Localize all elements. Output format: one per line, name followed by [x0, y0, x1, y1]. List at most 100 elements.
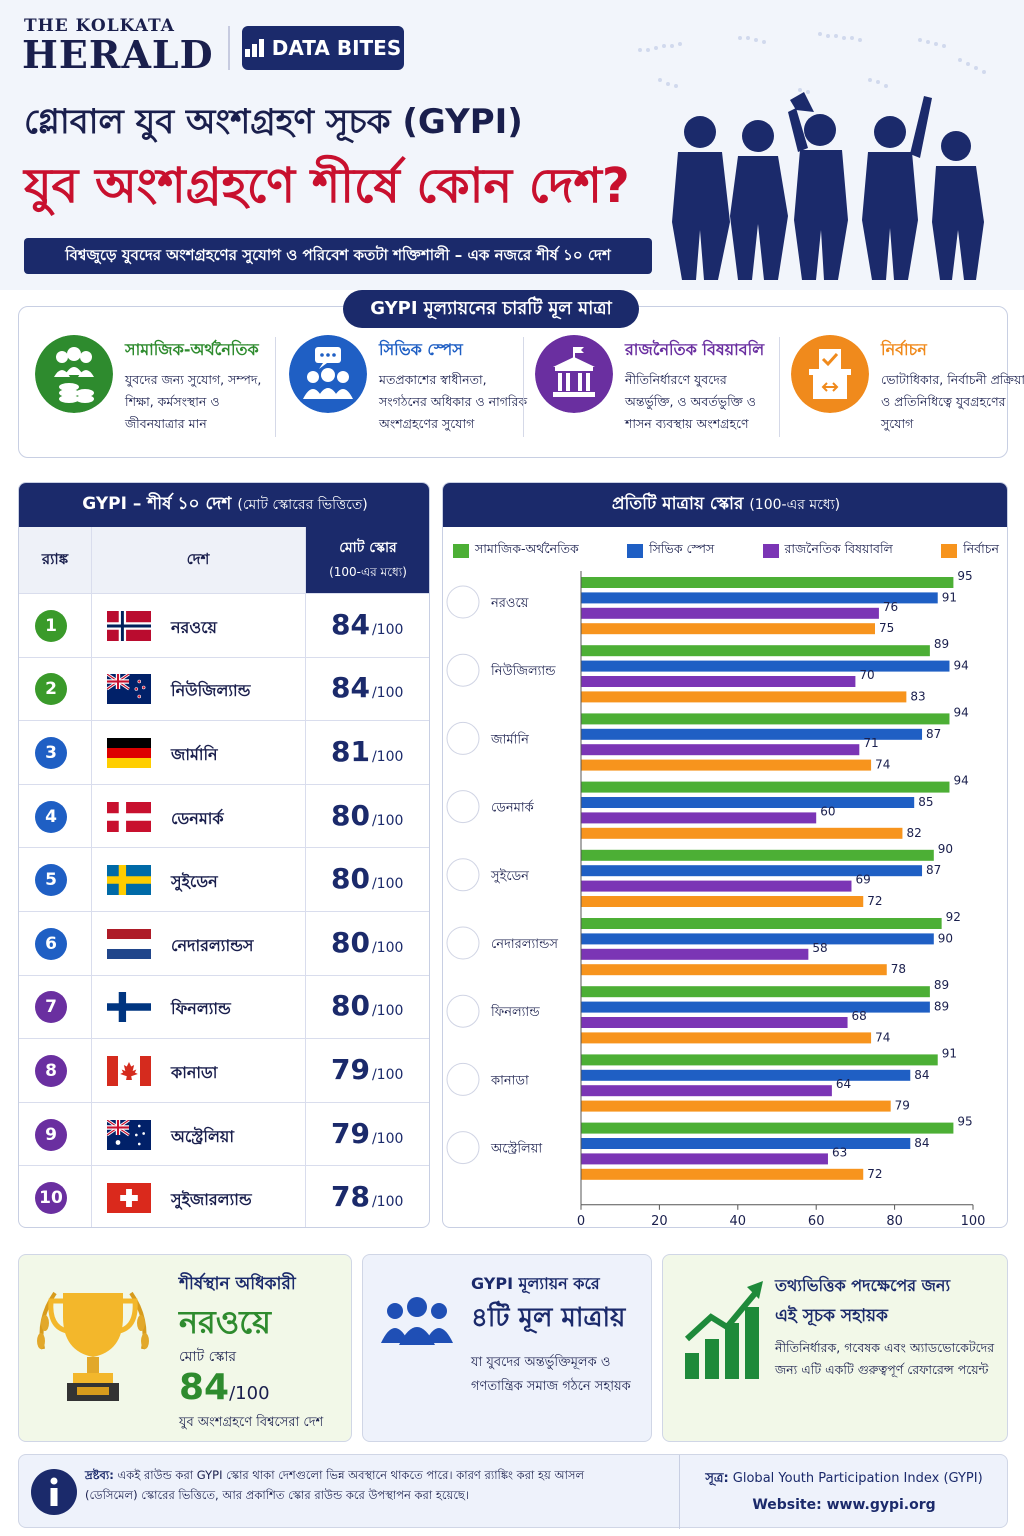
legend-item: নির্বাচন	[941, 541, 999, 561]
bar-value-label: 60	[820, 804, 835, 818]
x-tick-label: 0	[577, 1214, 585, 1228]
bar	[581, 607, 879, 619]
usefulness-desc: নীতিনির্ধারক, গবেষক এবং অ্যাডভোকেটদের জন…	[775, 1340, 995, 1377]
country-label: নিউজিল্যান্ড	[490, 663, 556, 679]
country-flag	[107, 801, 151, 832]
divider	[523, 337, 524, 437]
bar-value-label: 85	[918, 795, 933, 809]
bar	[581, 827, 903, 839]
table-heading-sub: (মোট স্কোরের ভিত্তিতে)	[237, 497, 368, 513]
page-title: গ্লোবাল যুব অংশগ্রহণ সূচক (GYPI)	[24, 102, 523, 142]
legend-item: রাজনৈতিক বিষয়াবলি	[762, 541, 893, 561]
flag-border	[446, 585, 480, 619]
score-value: 78	[331, 1180, 370, 1214]
country-name: নিউজিল্যান্ড	[171, 681, 251, 701]
country-flag-icon	[443, 722, 487, 754]
dimension-card-line1: GYPI মূল্যায়ন করে	[471, 1274, 600, 1293]
bar-value-label: 79	[895, 1099, 910, 1113]
publication-name: HERALD	[22, 32, 214, 77]
germany-flag-icon	[107, 737, 151, 768]
bar	[581, 713, 950, 725]
bar	[581, 728, 923, 740]
score-header-label: মোট স্কোর	[339, 540, 397, 556]
country-flag-icon	[443, 859, 487, 891]
flag-border	[446, 1131, 480, 1165]
bar-chart-icon	[244, 39, 264, 57]
table-row: 6 নেদারল্যান্ডস 80/100	[19, 911, 429, 975]
country-flag-icon	[443, 1063, 487, 1095]
info-icon	[31, 1469, 77, 1515]
score-outof: /100	[371, 621, 404, 638]
bar	[581, 759, 872, 771]
flag-border	[446, 790, 480, 824]
flag-border	[446, 926, 480, 960]
dimension-political: রাজনৈতিক বিষয়াবলি নীতিনির্ধারণে যুবদের …	[529, 327, 777, 447]
country-label: অস্ট্রেলিয়া	[490, 1141, 542, 1157]
leader-caption: যুব অংশগ্রহণে বিশ্বসেরা দেশ	[179, 1415, 324, 1430]
norway-flag-icon	[443, 586, 487, 618]
website-link[interactable]: www.gypi.org	[826, 1497, 936, 1513]
dimension-count-card: GYPI মূল্যায়ন করে ৪টি মূল মাত্রায় যা য…	[362, 1254, 652, 1442]
legend-item: সামাজিক-অর্থনৈতিক	[453, 541, 579, 561]
country-label: নেদারল্যান্ডস	[491, 937, 558, 952]
country-flag	[107, 610, 151, 641]
score-outof: /100	[371, 685, 404, 702]
leader-score-label: মোট স্কোর	[179, 1349, 237, 1365]
x-tick-label: 60	[808, 1214, 825, 1228]
bar-value-label: 90	[938, 931, 953, 945]
country-name: সুইজারল্যান্ড	[171, 1190, 252, 1210]
score-value: 79	[331, 1052, 370, 1086]
chart-heading: প্রতিটি মাত্রায় স্কোর (100-এর মধ্যে)	[443, 483, 1007, 527]
bar	[581, 1085, 832, 1097]
table-row: 5 সুইডেন 80/100	[19, 847, 429, 911]
bar-value-label: 74	[875, 1030, 890, 1044]
leader-label: শীর্ষস্থান অধিকারী	[179, 1274, 296, 1294]
canada-flag-icon	[443, 1063, 487, 1095]
x-tick-label: 100	[961, 1214, 986, 1228]
bar	[581, 797, 915, 808]
flag-border	[446, 858, 480, 892]
chart-legend: সামাজিক-অর্থনৈতিক সিভিক স্পেস রাজনৈতিক বিষ…	[453, 541, 999, 561]
bar-value-label: 92	[946, 910, 961, 924]
people-coins-icon	[35, 335, 113, 413]
bar	[581, 623, 875, 635]
rank-badge: 9	[35, 1118, 67, 1151]
bar-value-label: 89	[934, 637, 949, 651]
header-divider	[228, 26, 230, 70]
sweden-flag-icon	[443, 859, 487, 891]
source-label: সূত্র:	[705, 1471, 729, 1486]
denmark-flag-icon	[107, 801, 151, 832]
newzealand-flag-icon	[106, 673, 151, 705]
total-score: 80/100	[331, 799, 403, 832]
bar	[581, 880, 852, 892]
bar-value-label: 87	[926, 727, 941, 741]
country-flag-icon	[443, 586, 487, 618]
australia-flag-icon	[443, 1132, 487, 1164]
rank-badge: 5	[35, 864, 67, 897]
country-label: নরওয়ে	[490, 596, 529, 611]
bar-value-label: 84	[914, 1136, 929, 1150]
bar	[581, 918, 942, 929]
leader-score-outof: /100	[229, 1383, 270, 1404]
bar	[581, 1153, 828, 1165]
score-outof: /100	[371, 1194, 404, 1211]
header-section: THE KOLKATA HERALD DATA BITES গ্লোবাল যু…	[0, 0, 1024, 290]
note-label: দ্রষ্টব্য:	[85, 1468, 114, 1482]
score-value: 80	[331, 925, 370, 959]
total-score: 80/100	[331, 862, 403, 895]
total-score: 80/100	[331, 926, 403, 959]
country-flag	[107, 928, 151, 959]
footer-website: Website: www.gypi.org	[681, 1497, 1007, 1513]
country-label: সুইডেন	[490, 868, 529, 884]
score-outof: /100	[371, 748, 404, 765]
country-label: ডেনমার্ক	[491, 800, 535, 816]
table-row: 4 ডেনমার্ক 80/100	[19, 783, 429, 848]
leader-country: নরওয়ে	[179, 1303, 271, 1341]
bar-value-label: 89	[934, 978, 949, 992]
bar	[581, 812, 817, 824]
score-header-sub: (100-এর মধ্যে)	[329, 565, 407, 579]
dimension-description: ভোটাধিকার, নির্বাচনী প্রক্রিয়া ও প্রতিন…	[881, 372, 1024, 431]
bar	[581, 849, 934, 861]
bar	[581, 986, 930, 998]
country-name: ফিনল্যান্ড	[171, 999, 231, 1019]
